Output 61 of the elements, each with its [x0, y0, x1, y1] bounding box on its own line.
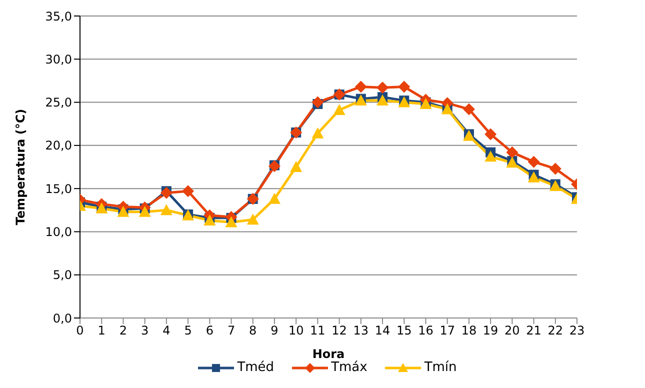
- point: [312, 96, 324, 108]
- point: [333, 104, 346, 116]
- x-tick-label: 23: [569, 324, 585, 338]
- point: [246, 214, 259, 225]
- point: [354, 80, 367, 93]
- y-tick-label: 0,0: [52, 311, 72, 326]
- x-tick-label: 0: [76, 324, 84, 338]
- y-tick-label: 10,0: [45, 224, 72, 239]
- x-tick-label: 15: [396, 324, 412, 338]
- point: [160, 204, 172, 216]
- x-tick-label: 14: [374, 324, 390, 338]
- x-tick-label: 17: [440, 324, 455, 338]
- x-tick-label: 13: [353, 324, 369, 338]
- point: [506, 146, 518, 158]
- x-tick-label: 19: [482, 324, 498, 338]
- point: [290, 161, 302, 172]
- y-tick-label: 25,0: [45, 96, 72, 110]
- legend-label: Tméd: [237, 360, 274, 375]
- legend-label: Tmáx: [331, 360, 368, 375]
- y-axis-title: Temperatura (°C): [13, 108, 28, 226]
- x-tick-label: 20: [504, 324, 520, 338]
- x-tick-label: 2: [119, 324, 128, 338]
- x-tick-label: 8: [249, 324, 257, 338]
- point: [268, 192, 280, 204]
- point: [225, 216, 238, 228]
- point: [138, 206, 151, 217]
- x-axis-title: Hora: [312, 347, 345, 361]
- x-tick-label: 12: [332, 324, 347, 338]
- point: [160, 186, 172, 199]
- point: [117, 206, 130, 217]
- y-tick-label: 30,0: [45, 52, 72, 66]
- x-tick-label: 4: [162, 324, 170, 338]
- point: [549, 162, 562, 175]
- point: [484, 128, 497, 140]
- point: [312, 127, 324, 138]
- point: [204, 214, 216, 226]
- x-tick-label: 21: [526, 324, 542, 338]
- x-tick-label: 3: [141, 324, 149, 338]
- point: [376, 94, 389, 106]
- x-tick-label: 16: [418, 324, 434, 338]
- legend-label: Tmín: [424, 360, 457, 375]
- y-tick-label: 15,0: [45, 182, 72, 196]
- y-tick-label: 35,0: [45, 9, 72, 24]
- x-tick-label: 9: [270, 324, 278, 338]
- y-tick-label: 5,0: [52, 268, 72, 282]
- x-tick-label: 7: [227, 324, 236, 338]
- x-tick-label: 6: [206, 324, 214, 338]
- point: [462, 103, 475, 116]
- point: [528, 156, 540, 168]
- x-tick-label: 10: [288, 324, 304, 338]
- x-tick-label: 1: [98, 324, 106, 338]
- x-tick-label: 22: [548, 324, 564, 338]
- x-tick-label: 5: [184, 324, 192, 338]
- x-tick-label: 18: [461, 324, 477, 338]
- point: [528, 171, 540, 182]
- point: [484, 150, 497, 162]
- point: [398, 80, 410, 93]
- y-tick-label: 20,0: [45, 138, 72, 153]
- point: [376, 82, 389, 94]
- x-tick-label: 11: [310, 324, 326, 338]
- point: [182, 185, 194, 198]
